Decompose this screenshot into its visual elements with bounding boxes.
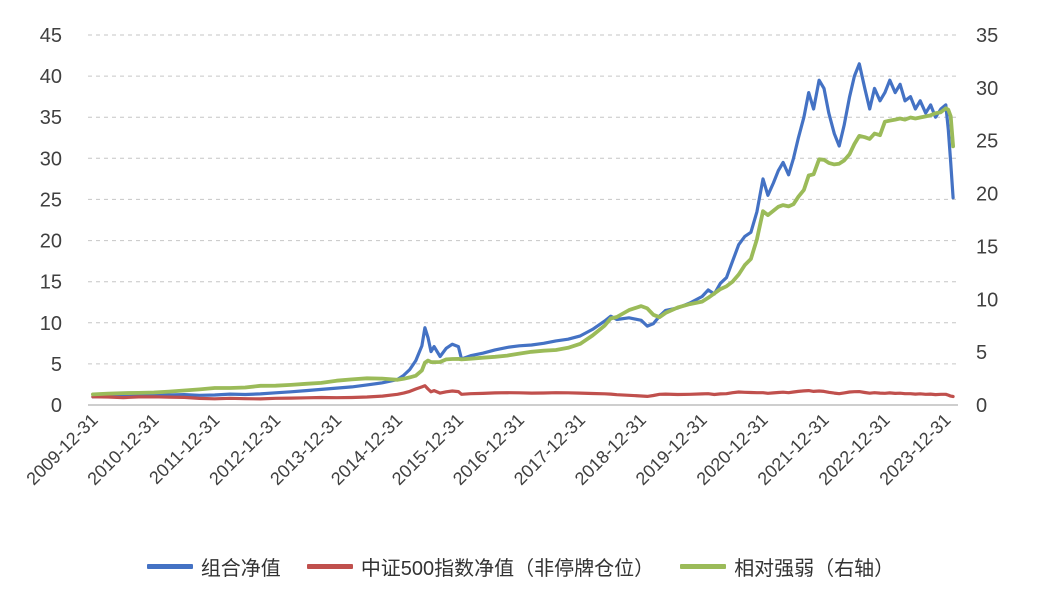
left-axis-tick-label: 5	[51, 354, 62, 376]
right-axis-tick-label: 35	[976, 25, 998, 47]
legend-item-csi500-index: 中证500指数净值（非停牌仓位）	[306, 552, 655, 581]
left-axis-tick-label: 35	[40, 107, 62, 129]
legend-label-csi500-index: 中证500指数净值（非停牌仓位）	[360, 558, 655, 580]
chart-legend: 组合净值 中证500指数净值（非停牌仓位） 相对强弱（右轴）	[0, 552, 1041, 581]
legend-swatch-relative-strength	[680, 564, 727, 569]
left-axis-tick-label: 15	[40, 272, 62, 294]
right-axis-tick-label: 10	[976, 289, 998, 311]
right-axis-tick-label: 30	[976, 78, 998, 100]
left-axis-tick-label: 20	[40, 231, 62, 253]
legend-swatch-csi500-index	[306, 564, 353, 569]
right-axis-tick-label: 0	[976, 395, 987, 417]
legend-label-portfolio: 组合净值	[200, 558, 281, 580]
legend-label-relative-strength: 相对强弱（右轴）	[734, 558, 895, 580]
left-axis-tick-label: 25	[40, 189, 62, 211]
right-axis-tick-label: 5	[976, 342, 987, 364]
right-axis-tick-label: 20	[976, 184, 998, 206]
series-line-portfolio	[91, 62, 955, 399]
legend-item-relative-strength: 相对强弱（右轴）	[680, 552, 894, 581]
left-axis-tick-label: 45	[40, 25, 62, 47]
left-axis-tick-label: 0	[51, 395, 62, 417]
legend-item-portfolio: 组合净值	[146, 552, 281, 581]
series-line-csi500-index	[91, 384, 955, 401]
left-axis-tick-label: 40	[40, 66, 62, 88]
series-line-relative-strength	[91, 106, 955, 397]
left-axis-tick-label: 10	[40, 313, 62, 335]
right-axis-tick-label: 15	[976, 236, 998, 258]
right-axis-tick-label: 25	[976, 131, 998, 153]
chart-svg: 051015202530354045051015202530352009-12-…	[22, 25, 998, 489]
legend-swatch-portfolio	[146, 564, 193, 569]
left-axis-tick-label: 30	[40, 148, 62, 170]
